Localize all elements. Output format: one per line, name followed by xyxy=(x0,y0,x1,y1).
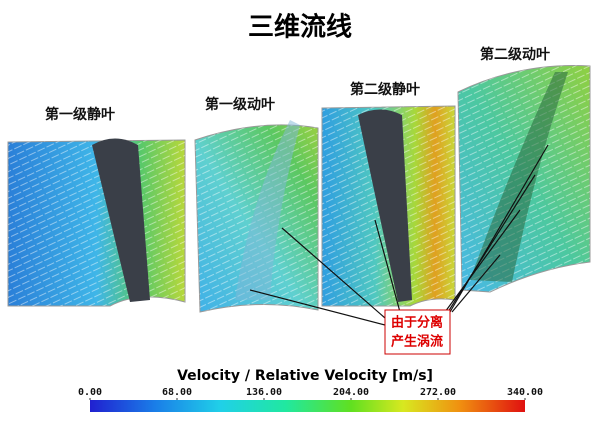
colorbar-tick-label: 204.00 xyxy=(333,387,369,398)
pointer xyxy=(451,254,501,313)
colorbar xyxy=(90,400,525,412)
panel: 第二级静叶 xyxy=(321,81,456,307)
panel: 第一级静叶 xyxy=(7,106,186,307)
pointer xyxy=(249,289,386,326)
pointer xyxy=(444,209,521,313)
colorbar-tick-label: 136.00 xyxy=(246,387,282,398)
panel-label: 第一级静叶 xyxy=(45,106,115,123)
colorbar-tick-label: 0.00 xyxy=(78,387,102,398)
pointers xyxy=(249,144,549,326)
pointer xyxy=(447,174,536,313)
colorbar-ticks: 0.00 68.00 136.00 204.00 272.00 340.00 xyxy=(78,387,543,400)
colorbar-title: Velocity / Relative Velocity [m/s] xyxy=(177,368,433,384)
panel: 第二级动叶 xyxy=(457,46,591,293)
pointer xyxy=(374,219,401,313)
pointer xyxy=(281,227,386,319)
title: 三维流线 xyxy=(248,12,352,43)
panel: 第一级动叶 xyxy=(194,96,319,313)
annotation: 产生涡流 xyxy=(391,334,443,350)
blade xyxy=(358,109,412,302)
pointer xyxy=(449,144,549,313)
blade xyxy=(235,120,300,300)
annotation: 由于分离 xyxy=(391,315,443,331)
panel-label: 第二级动叶 xyxy=(480,46,550,63)
panel-label: 第一级动叶 xyxy=(205,96,275,113)
streamlines xyxy=(8,140,185,306)
colorbar-tick-label: 340.00 xyxy=(507,387,543,398)
blade xyxy=(92,138,150,302)
blade xyxy=(470,72,568,282)
colorbar-tick-label: 272.00 xyxy=(420,387,456,398)
colorbar-tick-label: 68.00 xyxy=(162,387,192,398)
panel-label: 第二级静叶 xyxy=(350,81,420,98)
annotation-box xyxy=(384,309,451,355)
